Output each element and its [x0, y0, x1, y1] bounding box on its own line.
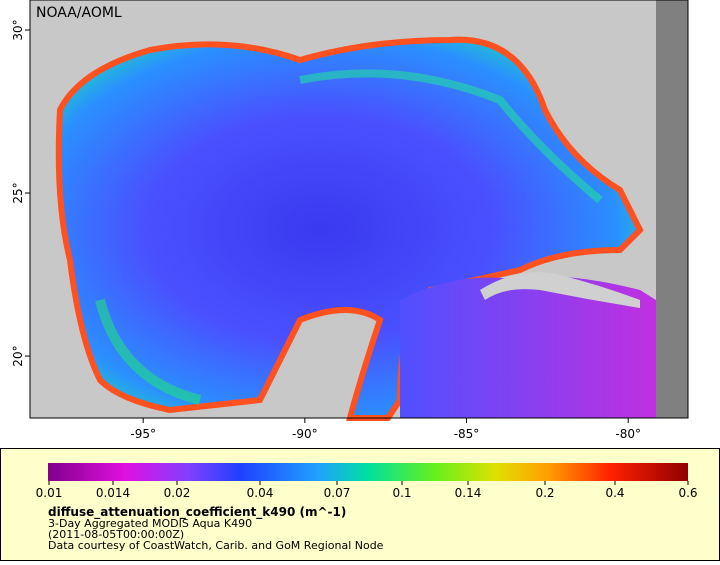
y-tick-label: 20°	[11, 345, 25, 366]
colorbar-tick-label: 0.1	[392, 486, 411, 500]
colorbar-ticks: 0.01 0.014 0.02 0.04 0.07 0.1 0.14 0.2 0.4 0.6	[36, 481, 698, 500]
x-tick-label: -90°	[292, 427, 318, 441]
map-frame	[29, 0, 689, 419]
colorbar-tick-label: 0.6	[678, 486, 697, 500]
y-tick-label: 30°	[11, 19, 25, 40]
axes: -95° -90° -85° -80° 20° 25° 30°	[11, 19, 641, 441]
source: Data courtesy of CoastWatch, Carib. and …	[48, 539, 384, 552]
colorbar-tick-label: 0.01	[36, 486, 63, 500]
dataset: 3-Day Aggregated MODIS Aqua K490	[48, 517, 252, 530]
x-tick-label: -95°	[130, 427, 156, 441]
x-tick-label: -80°	[615, 427, 641, 441]
colorbar-tick-label: 0.04	[247, 486, 274, 500]
no-data	[656, 0, 688, 418]
cuba	[480, 272, 640, 308]
map: NOAA/AOML	[29, 0, 689, 421]
colorbar-tick-label: 0.07	[324, 486, 351, 500]
colorbar-tick-label: 0.4	[605, 486, 624, 500]
y-tick-label: 25°	[11, 182, 25, 203]
colorbar	[48, 463, 688, 481]
time: (2011-08-05T00:00:00Z)	[48, 528, 184, 541]
caribbean-water	[400, 276, 656, 418]
variable: diffuse_attenuation_coefficient_k490 (m^…	[48, 505, 346, 520]
colorbar-tick-label: 0.02	[164, 486, 191, 500]
coastal-band	[95, 298, 202, 405]
colorbar-tick-label: 0.14	[455, 486, 482, 500]
colorbar-tick-label: 0.2	[535, 486, 554, 500]
credit: NOAA/AOML	[36, 5, 122, 21]
x-tick-label: -85°	[454, 427, 480, 441]
colorbar-tick-label: 0.014	[96, 486, 130, 500]
coastal-band	[299, 69, 603, 204]
